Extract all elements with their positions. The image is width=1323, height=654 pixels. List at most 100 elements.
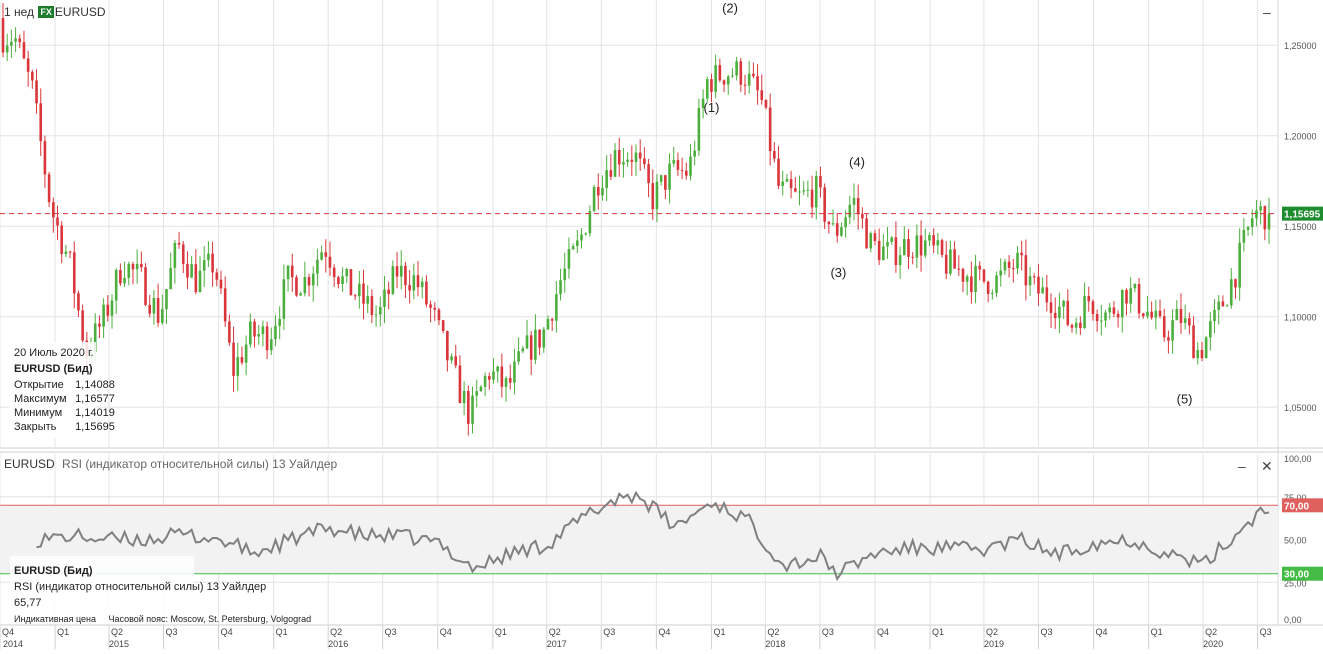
- candle: [282, 264, 286, 330]
- candle-body: [160, 309, 164, 323]
- candle: [10, 29, 13, 58]
- candle-body: [630, 159, 634, 162]
- candle: [718, 58, 722, 83]
- candle: [26, 50, 30, 87]
- candle-body: [1263, 206, 1267, 230]
- candle: [223, 276, 227, 327]
- candle: [999, 258, 1003, 287]
- candle: [844, 210, 847, 238]
- candle: [664, 174, 667, 200]
- price-panel-minimize-button[interactable]: –: [1263, 4, 1271, 20]
- candle-body: [747, 73, 751, 86]
- candle-body: [999, 270, 1003, 276]
- candle: [848, 195, 852, 225]
- candle: [31, 69, 34, 89]
- candle: [353, 293, 357, 300]
- candle-body: [953, 249, 956, 269]
- candle-body: [789, 179, 793, 189]
- candle: [458, 355, 462, 404]
- interval-label[interactable]: 1 нед: [4, 5, 35, 19]
- candle-body: [651, 183, 655, 210]
- candle-body: [705, 79, 709, 99]
- candle-body: [383, 289, 386, 307]
- candle: [244, 335, 248, 376]
- candle-body: [1250, 218, 1254, 228]
- rsi-title[interactable]: RSI (индикатор относительной силы) 13 Уа…: [62, 457, 338, 471]
- candle: [257, 324, 261, 345]
- candle: [764, 99, 768, 110]
- candle: [882, 234, 885, 261]
- quarter-label: Q1: [276, 627, 288, 637]
- candle: [1049, 293, 1053, 329]
- candle-body: [43, 141, 47, 175]
- candle: [160, 294, 164, 325]
- candle-body: [358, 283, 361, 297]
- candle: [123, 261, 126, 287]
- candle: [974, 254, 977, 304]
- candle-body: [743, 84, 747, 86]
- candle-body: [991, 292, 994, 294]
- candle: [991, 289, 994, 300]
- wave-label-4: (4): [849, 154, 865, 169]
- candle-body: [819, 175, 822, 188]
- candle-body: [173, 242, 177, 268]
- price-info-background: [10, 342, 96, 438]
- high-label: Максимум: [14, 393, 67, 405]
- candle-body: [605, 170, 608, 188]
- candle-body: [794, 188, 797, 192]
- candle: [144, 263, 147, 307]
- candle-body: [546, 319, 550, 330]
- candle: [102, 298, 105, 339]
- candle: [743, 74, 747, 96]
- candle-body: [425, 281, 428, 305]
- rsi-symbol[interactable]: EURUSD: [4, 457, 55, 471]
- candle: [1070, 323, 1074, 333]
- candle: [504, 376, 508, 402]
- candle-body: [1167, 337, 1170, 341]
- time-axis: Q4 Q1 Q2 Q3 Q4 Q1 Q2 Q3 Q4 Q1 Q2 Q3 Q4 Q1 Q2 Q3 Q4 Q1 Q2 Q3…: [0, 625, 1272, 649]
- candle: [454, 344, 458, 369]
- candle-body: [588, 211, 592, 234]
- rsi-header: EURUSD RSI (индикатор относительной силы…: [4, 457, 337, 471]
- candle-body: [328, 256, 332, 268]
- candle: [1028, 267, 1032, 296]
- candle: [555, 281, 558, 333]
- candle-body: [194, 264, 198, 293]
- candle: [450, 353, 453, 364]
- candle-body: [399, 265, 403, 277]
- candle-body: [1225, 305, 1229, 307]
- rsi-minimize-button[interactable]: –: [1238, 458, 1246, 474]
- candle: [500, 353, 504, 398]
- candle-body: [756, 76, 759, 91]
- candle: [265, 321, 269, 360]
- candle: [316, 248, 319, 287]
- candle: [1171, 309, 1174, 354]
- candle-body: [1045, 287, 1049, 303]
- candle: [659, 174, 663, 186]
- candle-body: [1108, 307, 1112, 313]
- candle: [479, 385, 483, 392]
- candle-body: [274, 325, 277, 340]
- candle: [1129, 277, 1132, 314]
- rsi-line: [36, 490, 1270, 582]
- rsi-close-button[interactable]: ✕: [1261, 458, 1273, 474]
- candle: [752, 62, 755, 79]
- candle-body: [177, 242, 181, 245]
- candle: [341, 267, 344, 292]
- candle-body: [420, 281, 424, 288]
- symbol-label[interactable]: EURUSD: [54, 5, 106, 19]
- candle: [953, 241, 956, 269]
- quarter-label: Q3: [603, 627, 615, 637]
- candle: [362, 269, 365, 320]
- candle: [1204, 335, 1208, 359]
- candle-body: [119, 270, 122, 284]
- candle-body: [672, 160, 676, 164]
- quarter-label: Q2: [330, 627, 342, 637]
- candle: [588, 205, 592, 237]
- candle-body: [529, 335, 533, 360]
- candle: [311, 266, 315, 302]
- candle: [668, 153, 671, 204]
- candle: [135, 249, 139, 284]
